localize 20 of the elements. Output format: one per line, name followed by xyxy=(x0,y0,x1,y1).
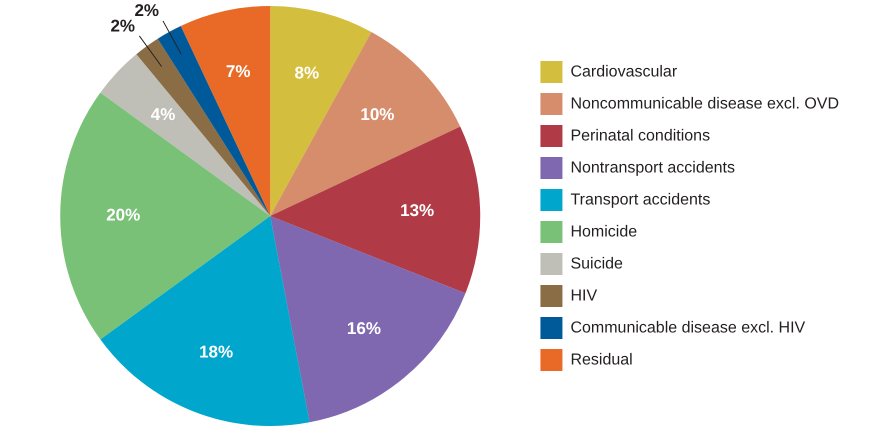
data-label: 13% xyxy=(400,201,434,220)
data-label: 2% xyxy=(110,16,136,36)
data-label: 20% xyxy=(106,206,140,225)
data-label: 4% xyxy=(150,105,176,124)
data-label: 16% xyxy=(346,318,381,338)
data-label: 8% xyxy=(294,63,320,82)
data-label: 10% xyxy=(360,105,394,124)
legend-label: Homicide xyxy=(570,223,638,240)
legend-label: Transport accidents xyxy=(570,191,710,208)
legend-label: Suicide xyxy=(570,255,624,272)
legend-label: Communicable disease excl. HIV xyxy=(570,319,806,336)
data-label: 7% xyxy=(226,62,250,82)
legend-label: Cardiovascular xyxy=(570,63,678,80)
data-label: 2% xyxy=(134,1,160,20)
legend-label: Perinatal conditions xyxy=(570,127,710,144)
legend-label: HIV xyxy=(570,287,598,304)
legend-label: Nontransport accidents xyxy=(570,159,735,176)
legend-label: Noncommunicable disease excl. OVD xyxy=(570,95,839,112)
legend-label: Residual xyxy=(570,351,633,368)
data-label: 18% xyxy=(199,342,234,362)
